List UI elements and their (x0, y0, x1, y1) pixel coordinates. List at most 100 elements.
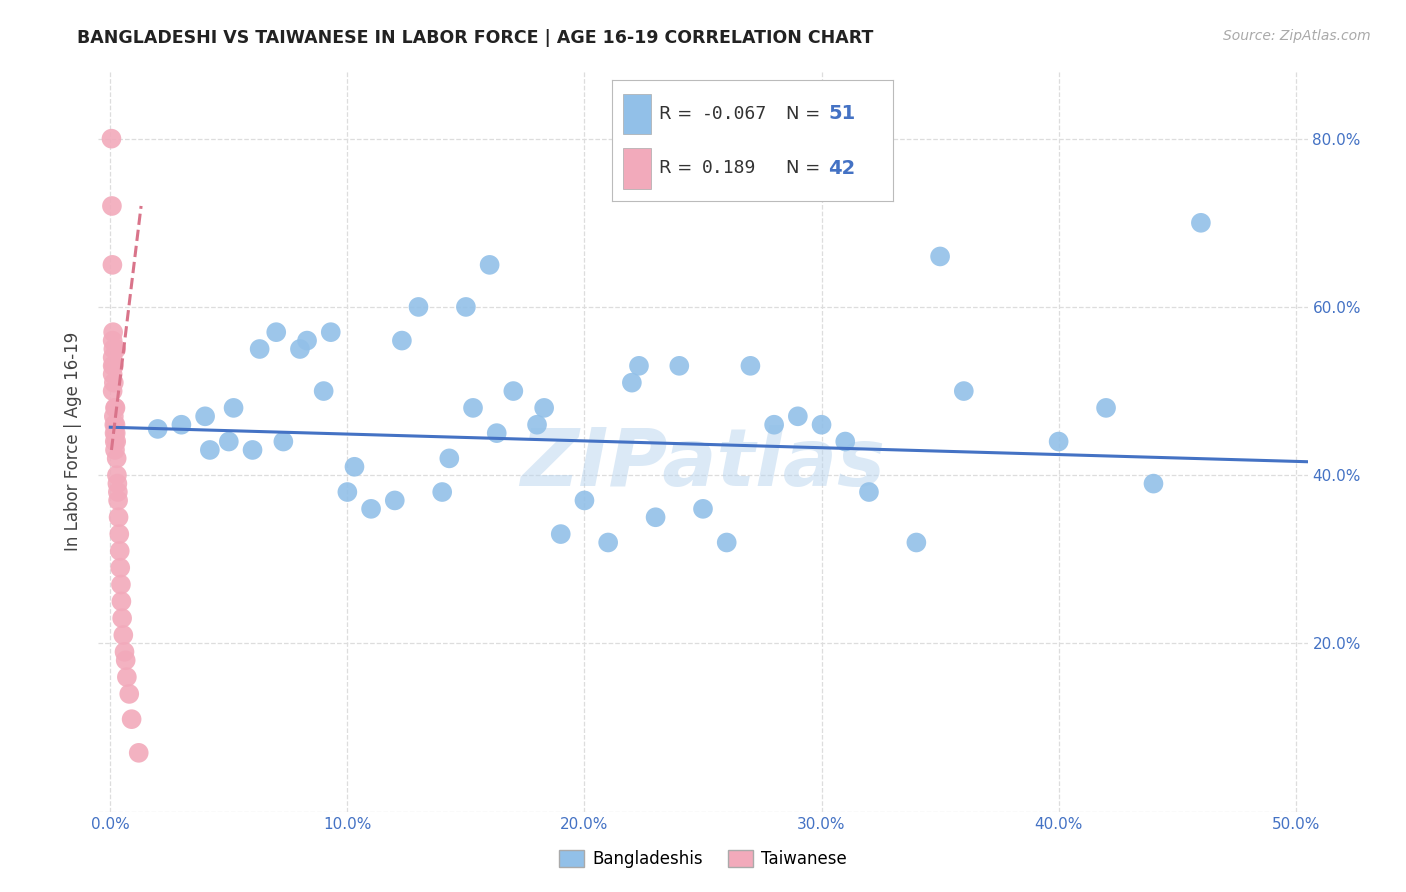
Legend: Bangladeshis, Taiwanese: Bangladeshis, Taiwanese (553, 843, 853, 875)
Point (952, 384, 974, 398)
Point (273, 434, 295, 449)
Point (1142, 476, 1164, 491)
Point (107, 485, 129, 500)
Point (101, 334, 124, 348)
Point (108, 544, 131, 558)
Point (319, 325, 342, 339)
Point (533, 401, 555, 415)
Point (408, 300, 430, 314)
Point (128, 746, 150, 760)
Point (312, 384, 335, 398)
Text: R =: R = (659, 159, 699, 178)
Point (107, 510, 129, 524)
Point (100, 131, 122, 145)
Text: 51: 51 (828, 104, 855, 123)
Point (288, 342, 311, 356)
Point (103, 417, 125, 432)
Point (834, 434, 856, 449)
Point (905, 535, 928, 549)
Point (249, 342, 271, 356)
Point (101, 368, 124, 382)
Point (858, 485, 880, 500)
Point (439, 451, 461, 466)
Point (432, 485, 454, 500)
Point (105, 468, 128, 483)
Point (104, 417, 127, 432)
Point (526, 417, 548, 432)
Point (101, 199, 124, 213)
Text: R =: R = (659, 105, 699, 123)
Point (295, 334, 318, 348)
Point (740, 359, 762, 373)
Point (644, 510, 666, 524)
Point (222, 401, 245, 415)
Point (104, 401, 127, 415)
Point (620, 376, 643, 390)
Point (108, 527, 131, 541)
Point (218, 434, 240, 449)
Point (343, 459, 366, 474)
Point (763, 417, 786, 432)
Point (101, 359, 124, 373)
Point (478, 258, 501, 272)
Point (110, 577, 132, 591)
Point (929, 249, 952, 264)
Point (103, 409, 125, 424)
Point (114, 653, 136, 667)
Point (103, 342, 125, 356)
Point (461, 401, 484, 415)
Point (786, 409, 808, 424)
Point (121, 712, 143, 726)
Point (107, 493, 129, 508)
Point (105, 476, 128, 491)
Point (242, 442, 264, 457)
Point (198, 442, 221, 457)
Point (110, 560, 132, 574)
Point (115, 670, 138, 684)
Point (146, 422, 169, 436)
Point (716, 535, 738, 549)
Point (1189, 216, 1212, 230)
Point (1095, 401, 1118, 415)
Point (598, 535, 620, 549)
Point (104, 426, 127, 441)
Text: N =: N = (786, 159, 825, 178)
Point (101, 258, 124, 272)
Point (1047, 434, 1070, 449)
Point (104, 434, 127, 449)
Text: 0.189: 0.189 (702, 159, 756, 178)
Point (692, 501, 714, 516)
Point (101, 325, 124, 339)
Point (485, 426, 508, 441)
Point (114, 645, 136, 659)
Point (454, 300, 477, 314)
Point (384, 493, 406, 508)
Point (101, 384, 124, 398)
Text: -0.067: -0.067 (702, 105, 766, 123)
Point (627, 359, 650, 373)
Point (103, 426, 125, 441)
Point (110, 594, 132, 608)
Point (105, 451, 128, 466)
Bar (623, 94, 651, 135)
Point (550, 527, 572, 541)
Y-axis label: In Labor Force | Age 16-19: In Labor Force | Age 16-19 (65, 332, 83, 551)
Point (391, 334, 413, 348)
Point (264, 325, 287, 339)
Point (112, 628, 135, 642)
Text: ZIPatlas: ZIPatlas (520, 425, 886, 503)
Text: BANGLADESHI VS TAIWANESE IN LABOR FORCE | AGE 16-19 CORRELATION CHART: BANGLADESHI VS TAIWANESE IN LABOR FORCE … (77, 29, 873, 47)
Point (668, 359, 690, 373)
Text: Source: ZipAtlas.com: Source: ZipAtlas.com (1223, 29, 1371, 44)
Point (104, 442, 127, 457)
Point (810, 417, 832, 432)
Text: N =: N = (786, 105, 825, 123)
Point (360, 501, 382, 516)
Point (574, 493, 596, 508)
Point (118, 687, 141, 701)
Bar (623, 148, 651, 188)
Point (111, 611, 134, 625)
Text: 42: 42 (828, 159, 855, 178)
Point (194, 409, 217, 424)
Point (502, 384, 524, 398)
